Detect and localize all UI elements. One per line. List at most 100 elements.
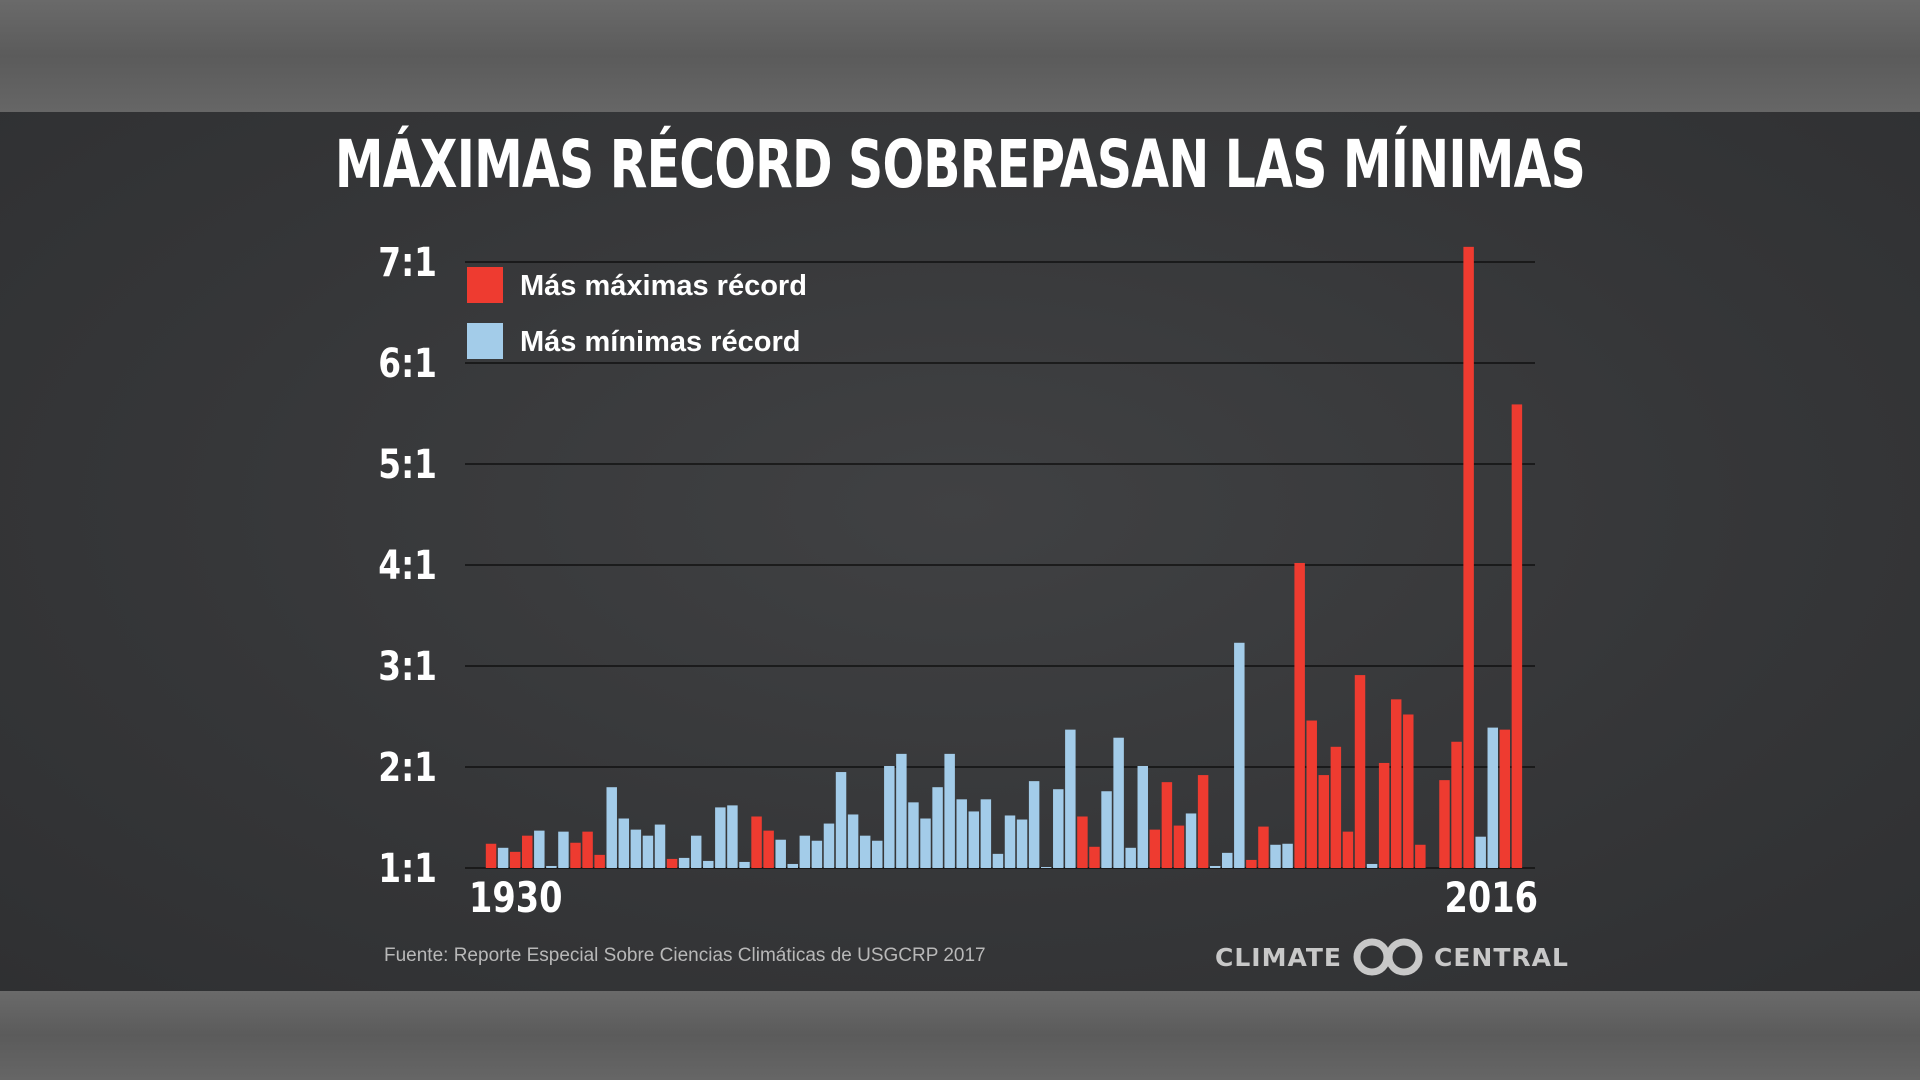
- bar-1994: [1258, 826, 1269, 868]
- legend: Más máximas récord Más mínimas récord: [467, 267, 807, 359]
- y-tick-label: 6:1: [378, 340, 437, 387]
- bar-1991: [1222, 852, 1233, 868]
- legend-swatch-max: [467, 267, 503, 303]
- logo-text-left: CLIMATE: [1215, 942, 1342, 972]
- bar-1977: [1053, 789, 1064, 868]
- chart-title: MÁXIMAS RÉCORD SOBREPASAN LAS MÍNIMAS: [334, 126, 1586, 203]
- bar-2006: [1403, 714, 1414, 868]
- legend-label-max: Más máximas récord: [520, 270, 807, 302]
- bar-1953: [763, 830, 774, 868]
- y-tick-label: 4:1: [378, 542, 437, 589]
- bar-1956: [799, 835, 811, 868]
- bar-1930: [485, 843, 497, 868]
- bar-2010: [1451, 741, 1462, 868]
- blurred-background-top: [0, 0, 1920, 112]
- bar-1989: [1197, 775, 1209, 868]
- bar-1962: [872, 840, 883, 868]
- bar-1996: [1282, 843, 1293, 868]
- bar-1940: [606, 787, 617, 868]
- bar-1938: [582, 831, 593, 868]
- bar-1946: [678, 857, 690, 868]
- bar-1936: [558, 831, 569, 868]
- bars: [485, 246, 1523, 869]
- bar-2001: [1342, 831, 1354, 868]
- bar-1995: [1270, 844, 1281, 868]
- bar-1959: [835, 772, 847, 868]
- bar-1964: [896, 753, 907, 868]
- bar-1987: [1173, 825, 1185, 868]
- bar-1973: [1004, 815, 1016, 868]
- source-note: Fuente: Reporte Especial Sobre Ciencias …: [384, 945, 986, 966]
- bar-1981: [1101, 791, 1112, 868]
- bar-1952: [751, 816, 762, 868]
- bar-2009: [1439, 780, 1450, 868]
- bar-1975: [1028, 781, 1040, 868]
- bar-1980: [1089, 846, 1100, 868]
- bar-1941: [618, 818, 630, 868]
- legend-label-min: Más mínimas récord: [520, 326, 800, 358]
- bar-1947: [690, 835, 702, 868]
- bar-1972: [992, 853, 1004, 868]
- bar-1960: [847, 814, 859, 868]
- bar-1934: [534, 830, 545, 868]
- x-axis: 1930 2016: [469, 873, 1538, 922]
- bar-2011: [1463, 246, 1474, 869]
- bar-1942: [630, 829, 642, 868]
- y-tick-label: 2:1: [378, 744, 437, 791]
- bar-1931: [497, 847, 509, 868]
- bar-1944: [654, 824, 666, 868]
- bar-1933: [522, 835, 533, 868]
- bar-1993: [1246, 859, 1257, 868]
- bar-1954: [775, 839, 786, 868]
- bar-1967: [932, 787, 943, 868]
- bar-1963: [884, 765, 895, 868]
- y-axis: 1:1 2:1 3:1 4:1 5:1 6:1 7:1: [378, 239, 437, 892]
- blurred-background-bottom: [0, 991, 1920, 1080]
- bar-1984: [1137, 765, 1148, 868]
- bar-2007: [1415, 844, 1426, 868]
- bar-1974: [1016, 819, 1028, 868]
- bar-2004: [1378, 762, 1390, 868]
- bar-1950: [727, 805, 738, 868]
- bar-2005: [1390, 699, 1402, 868]
- bar-1998: [1306, 720, 1317, 868]
- bar-2012: [1475, 836, 1486, 868]
- y-tick-label: 1:1: [378, 845, 437, 892]
- bar-1992: [1234, 642, 1245, 868]
- bar-1969: [956, 799, 967, 868]
- bar-1966: [920, 818, 931, 868]
- bar-1985: [1149, 829, 1161, 868]
- legend-swatch-min: [467, 323, 503, 359]
- bar-2014: [1499, 729, 1511, 868]
- x-tick-label-start: 1930: [469, 873, 562, 922]
- logo-text-right: CENTRAL: [1434, 942, 1569, 972]
- bar-1970: [968, 811, 980, 868]
- bar-1948: [703, 860, 714, 868]
- bar-1955: [787, 863, 798, 868]
- bar-1988: [1185, 813, 1197, 868]
- bar-1932: [509, 851, 521, 868]
- bar-1961: [859, 835, 871, 868]
- bar-1999: [1318, 775, 1330, 868]
- bar-1983: [1125, 847, 1136, 868]
- bar-1939: [594, 854, 605, 868]
- bar-1943: [642, 835, 654, 868]
- bar-2003: [1366, 863, 1378, 868]
- bar-1978: [1065, 729, 1076, 868]
- bar-1965: [908, 802, 919, 868]
- bar-1986: [1161, 782, 1173, 868]
- bar-1976: [1040, 866, 1052, 868]
- bar-1935: [546, 865, 557, 868]
- bar-2015: [1511, 404, 1523, 868]
- y-tick-label: 7:1: [378, 239, 437, 286]
- bar-1990: [1209, 865, 1221, 868]
- bar-1958: [823, 823, 835, 868]
- logo-rings-icon: [1353, 938, 1423, 976]
- y-tick-label: 5:1: [378, 441, 437, 488]
- bar-1997: [1294, 562, 1305, 868]
- bar-1951: [739, 861, 750, 868]
- bar-1949: [715, 807, 726, 868]
- bar-1979: [1077, 816, 1088, 868]
